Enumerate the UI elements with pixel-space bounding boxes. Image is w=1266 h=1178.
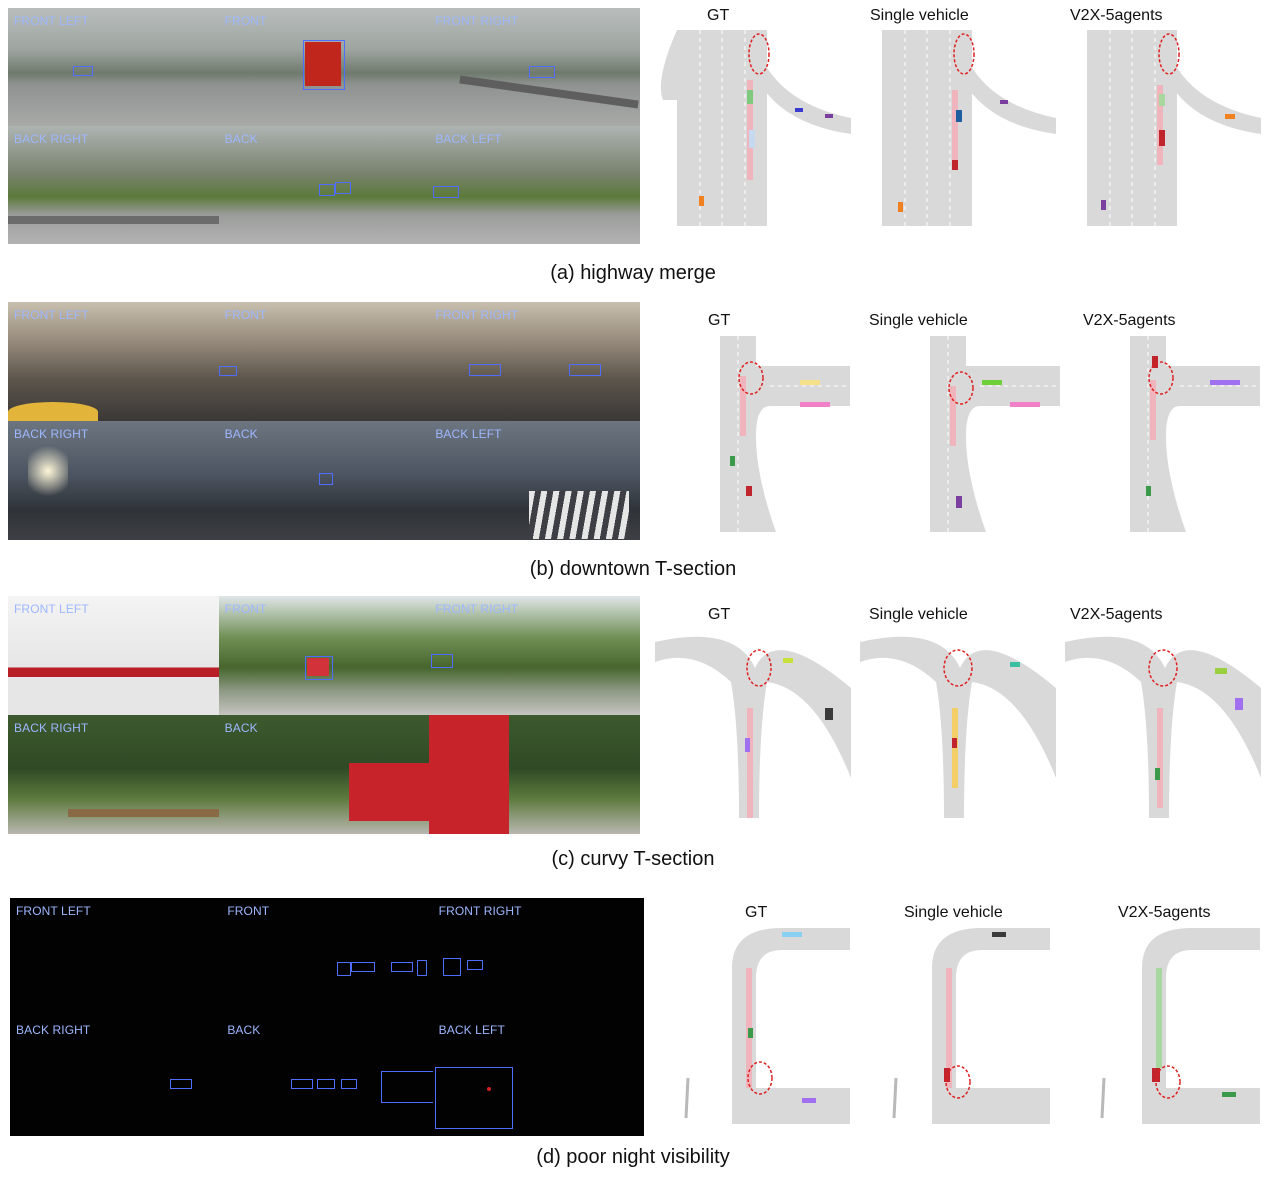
camera-label: BACK LEFT	[435, 427, 502, 441]
camera-label: FRONT RIGHT	[438, 904, 522, 918]
camera-back: BACK	[218, 715, 430, 834]
camera-label: FRONT RIGHT	[435, 308, 519, 322]
camera-back-right: BACK RIGHT	[8, 715, 219, 834]
camera-front-left: FRONT LEFT	[8, 302, 219, 421]
bev-map-gt	[682, 928, 850, 1124]
caption-d: (d) poor night visibility	[536, 1146, 730, 1168]
camera-label: BACK RIGHT	[16, 1023, 91, 1037]
camera-label: BACK	[227, 1023, 261, 1037]
bev-map-v2x	[1120, 336, 1260, 532]
method-title-gt: GT	[707, 7, 730, 24]
camera-grid: FRONT LEFT FRONT LEFT FRONT FRONT RIGHT …	[8, 596, 640, 834]
method-title-single: Single vehicle	[904, 904, 1003, 921]
bev-map-v2x	[1065, 628, 1261, 818]
camera-label: BACK LEFT	[438, 1023, 505, 1037]
camera-front-left: FRONT LEFT FRONT LEFT	[8, 596, 219, 715]
camera-label: FRONT RIGHT	[435, 602, 519, 616]
camera-label: BACK RIGHT	[14, 427, 89, 441]
camera-grid: FRONT LEFT FRONT FRONT RIGHT BACK RIGHT …	[8, 302, 640, 540]
camera-label: FRONT LEFT	[16, 904, 91, 918]
bev-map-single	[882, 928, 1050, 1124]
camera-back-right: BACK RIGHT	[8, 421, 219, 540]
camera-front-right: FRONT RIGHT	[429, 596, 640, 715]
camera-label: FRONT	[224, 308, 267, 322]
bev-map-v2x	[1092, 928, 1260, 1124]
camera-label: BACK	[224, 721, 258, 735]
camera-back: BACK	[218, 421, 430, 540]
camera-front-right: FRONT RIGHT	[432, 898, 644, 1017]
bev-map-gt	[655, 628, 851, 818]
camera-front-left: FRONT LEFT	[8, 8, 219, 126]
camera-back-left: BACK LEFT	[429, 421, 640, 540]
camera-label-overlay: FRONT LEFT	[14, 602, 89, 616]
method-title-v2x: V2X-5agents	[1070, 606, 1163, 623]
camera-front-right: FRONT RIGHT	[429, 302, 640, 421]
camera-label: BACK RIGHT	[14, 721, 89, 735]
camera-front: FRONT	[218, 8, 430, 126]
method-title-gt: GT	[708, 606, 731, 623]
camera-label: FRONT	[224, 14, 267, 28]
camera-label: FRONT	[227, 904, 270, 918]
camera-label: FRONT LEFT	[14, 14, 89, 28]
panel-c: FRONT LEFT FRONT LEFT FRONT FRONT RIGHT …	[0, 594, 1266, 884]
camera-back-left: BACK LEFT	[432, 1017, 644, 1136]
method-title-single: Single vehicle	[869, 606, 968, 623]
method-title-gt: GT	[745, 904, 768, 921]
camera-front-left: FRONT LEFT	[10, 898, 222, 1017]
camera-back: BACK	[221, 1017, 433, 1136]
bev-map-single	[860, 30, 1056, 226]
panel-b: FRONT LEFT FRONT FRONT RIGHT BACK RIGHT …	[0, 300, 1266, 590]
camera-back-left: BACK LEFT	[429, 126, 640, 244]
camera-label: FRONT	[224, 602, 267, 616]
method-title-single: Single vehicle	[869, 312, 968, 329]
camera-back: BACK	[218, 126, 430, 244]
method-title-single: Single vehicle	[870, 7, 969, 24]
bev-map-v2x	[1065, 30, 1261, 226]
bev-map-gt	[655, 30, 851, 226]
panel-d: FRONT LEFT FRONT FRONT RIGHT BACK RIGHT …	[0, 896, 1266, 1178]
bev-map-gt	[710, 336, 850, 532]
camera-front: FRONT	[218, 596, 430, 715]
camera-front: FRONT	[218, 302, 430, 421]
caption-b: (b) downtown T-section	[529, 558, 737, 580]
camera-front: FRONT	[221, 898, 433, 1017]
method-title-gt: GT	[708, 312, 731, 329]
bev-map-single	[860, 628, 1056, 818]
camera-label: BACK	[224, 132, 258, 146]
camera-grid: FRONT LEFT FRONT FRONT RIGHT BACK RIGHT …	[10, 898, 644, 1136]
camera-label: BACK LEFT	[435, 132, 502, 146]
camera-front-right: FRONT RIGHT	[429, 8, 640, 126]
camera-grid: FRONT LEFT FRONT FRONT RIGHT BACK RIGHT …	[8, 8, 640, 244]
bev-map-single	[920, 336, 1060, 532]
camera-label: FRONT RIGHT	[435, 14, 519, 28]
method-title-v2x: V2X-5agents	[1083, 312, 1176, 329]
method-title-v2x: V2X-5agents	[1070, 7, 1163, 24]
method-title-v2x: V2X-5agents	[1118, 904, 1211, 921]
camera-back-left: BACK LEFT	[429, 715, 640, 834]
camera-back-right: BACK RIGHT	[10, 1017, 222, 1136]
camera-label: BACK RIGHT	[14, 132, 89, 146]
caption-c: (c) curvy T-section	[551, 848, 715, 870]
camera-label: BACK	[224, 427, 258, 441]
camera-label: FRONT LEFT	[14, 308, 89, 322]
camera-back-right: BACK RIGHT	[8, 126, 219, 244]
panel-a: FRONT LEFT FRONT FRONT RIGHT BACK RIGHT …	[0, 0, 1266, 290]
caption-a: (a) highway merge	[550, 262, 716, 284]
